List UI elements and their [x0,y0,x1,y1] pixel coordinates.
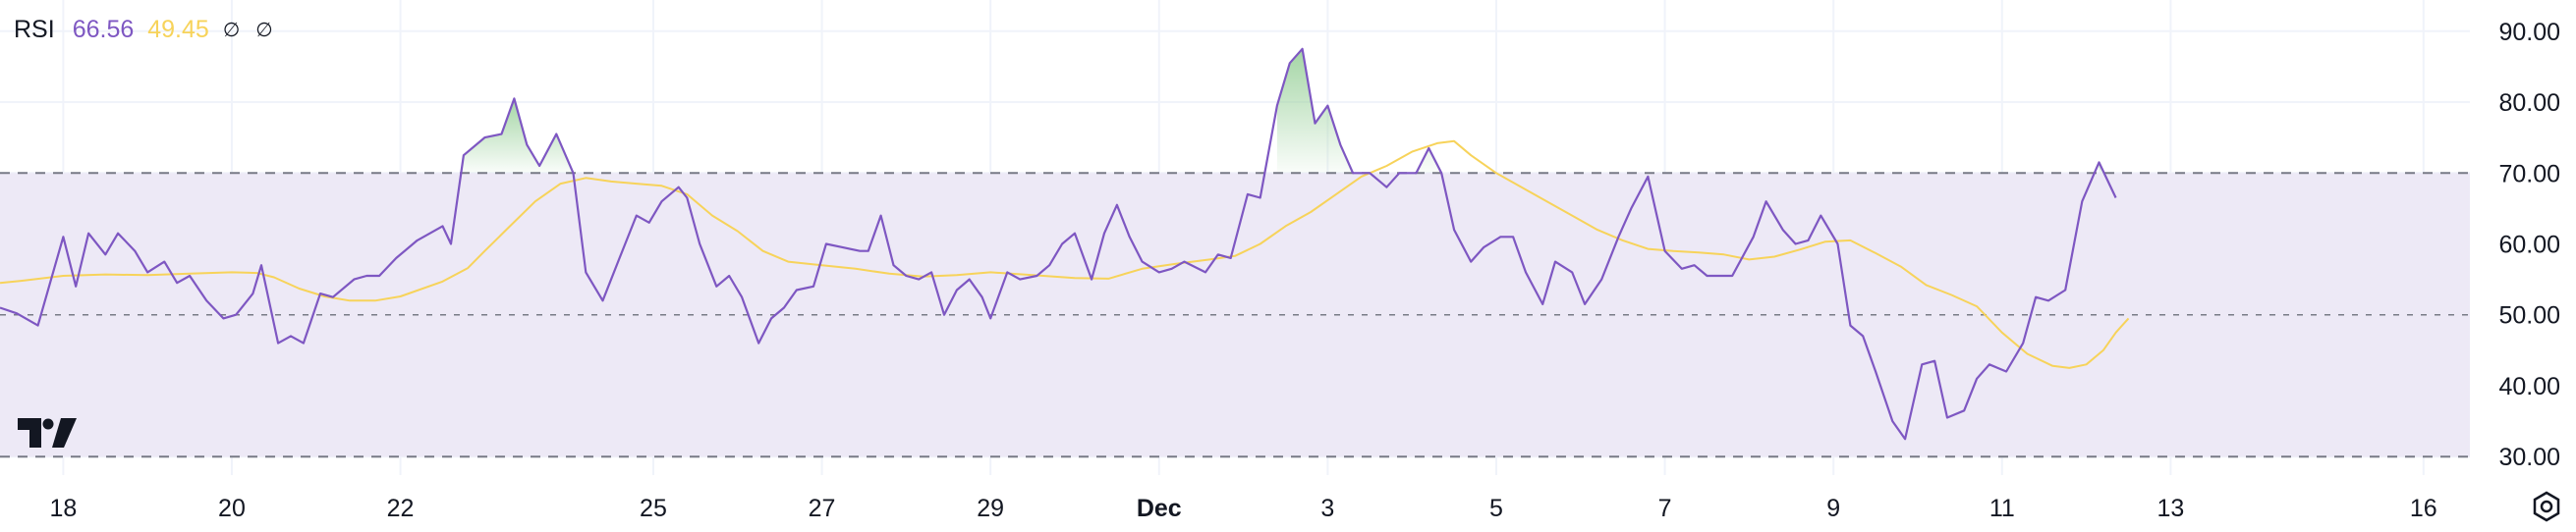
x-tick-label: 16 [2410,495,2437,522]
indicator-name[interactable]: RSI [14,15,55,43]
overbought-fill [461,48,2104,174]
y-axis: 90.00 80.00 70.00 60.00 50.00 40.00 30.00 [2498,19,2560,471]
y-tick-label: 90.00 [2498,19,2560,46]
x-tick-label: 29 [977,495,1004,522]
rsi-band-background [0,173,2470,457]
rsi-value: 66.56 [72,15,135,43]
x-tick-label: 11 [1989,495,2015,522]
rsi-ma-line [0,139,2130,369]
x-tick-label: 3 [1320,495,1334,522]
null-value-2: ∅ [255,19,273,41]
x-tick-label: 7 [1658,495,1672,522]
x-tick-label: 18 [49,495,77,522]
x-tick-label: 5 [1489,495,1503,522]
x-tick-label: 27 [809,495,836,522]
y-tick-label: 50.00 [2498,302,2560,330]
overbought-area [1276,48,2095,174]
x-tick-label: 22 [387,495,415,522]
x-tick-label: 13 [2156,495,2184,522]
level-lines [0,172,2470,458]
null-value-1: ∅ [222,19,241,41]
x-tick-label: Dec [1137,495,1182,522]
indicator-legend: RSI 66.56 49.45 ∅ ∅ [14,10,289,49]
rsi-line [0,47,2117,441]
y-tick-label: 40.00 [2498,373,2560,400]
gear-icon[interactable] [2531,491,2562,527]
overbought-area [461,98,1265,174]
series-group [0,47,2130,441]
y-tick-label: 30.00 [2498,444,2560,471]
x-tick-label: 9 [1826,495,1840,522]
x-axis: 18 20 22 25 27 29 Dec 3 5 7 9 11 13 16 [49,495,2436,522]
y-tick-label: 70.00 [2498,160,2560,187]
tradingview-logo-icon[interactable] [18,418,77,452]
x-tick-label: 25 [640,495,667,522]
y-tick-label: 60.00 [2498,232,2560,259]
x-tick-label: 20 [218,495,246,522]
ma-value: 49.45 [147,15,209,43]
y-tick-label: 80.00 [2498,89,2560,117]
